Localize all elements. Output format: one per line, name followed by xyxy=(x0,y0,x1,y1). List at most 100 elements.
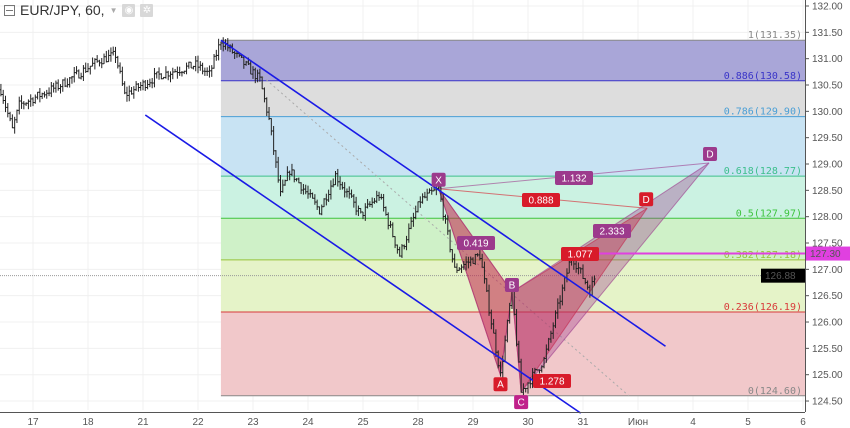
price-bar xyxy=(139,81,142,91)
price-bar xyxy=(359,207,362,214)
price-bar xyxy=(29,94,32,107)
price-bar xyxy=(398,246,401,257)
price-bar xyxy=(416,201,420,213)
price-bar xyxy=(556,298,559,319)
price-bar xyxy=(542,356,546,369)
dropdown-arrow-icon[interactable]: ▼ xyxy=(109,5,118,15)
price-bar xyxy=(155,71,158,79)
price-bar xyxy=(519,358,523,393)
x-tick-label: 17 xyxy=(27,417,39,428)
alert-price-tag-bg xyxy=(806,246,850,261)
price-bar xyxy=(267,106,271,121)
price-bar xyxy=(517,340,521,363)
price-bar xyxy=(295,178,298,182)
price-bar xyxy=(497,350,500,369)
price-bar xyxy=(302,184,305,195)
price-bar xyxy=(272,125,275,155)
price-bar xyxy=(84,62,87,73)
ratio-bd-red-label: 1.077 xyxy=(567,250,592,261)
price-bar xyxy=(478,250,482,261)
price-bar xyxy=(476,253,479,257)
price-bar xyxy=(91,57,94,67)
price-bar xyxy=(421,193,424,204)
price-bar xyxy=(212,54,216,69)
price-bar xyxy=(409,216,413,230)
price-bar xyxy=(93,58,97,70)
price-bar xyxy=(329,180,333,200)
x-tick-label: 5 xyxy=(745,417,751,428)
price-bar xyxy=(334,171,337,186)
price-bar xyxy=(20,95,23,109)
price-bar xyxy=(89,65,92,75)
price-bar xyxy=(270,118,273,136)
price-bar xyxy=(451,249,454,263)
fib-level-label: 0.886(130.58) xyxy=(724,71,802,82)
price-bar xyxy=(389,220,392,228)
price-bar xyxy=(187,61,191,69)
price-bar xyxy=(483,261,486,284)
price-bar xyxy=(327,189,330,202)
point-a-label: A xyxy=(497,380,504,391)
price-bar xyxy=(4,95,7,113)
price-bar xyxy=(208,65,211,78)
symbol-label[interactable]: EUR/JPY, 60, xyxy=(20,2,105,18)
ratio-bd-purple-label-bg xyxy=(593,224,631,238)
price-bar xyxy=(86,63,90,73)
price-bar xyxy=(471,257,475,264)
ratio-xd-purple-label-bg xyxy=(555,171,593,185)
price-bar xyxy=(34,94,37,104)
price-bar xyxy=(293,169,296,183)
price-bar xyxy=(68,77,71,88)
price-bar xyxy=(535,369,539,371)
price-bar xyxy=(185,62,188,75)
price-bar xyxy=(100,58,103,69)
point-a-label-bg xyxy=(493,377,508,392)
eye-icon[interactable]: ◉ xyxy=(122,3,136,17)
price-bar xyxy=(464,256,468,271)
price-bar xyxy=(352,194,356,208)
chart-header: EUR/JPY, 60, ▼ ◉ ✲ xyxy=(4,2,154,18)
price-bar xyxy=(150,77,154,89)
y-tick-label: 129.00 xyxy=(812,160,843,171)
price-bar xyxy=(281,179,284,193)
price-bar xyxy=(423,191,427,199)
price-bar xyxy=(194,56,197,72)
price-bar xyxy=(425,188,429,201)
price-bar xyxy=(105,50,108,63)
price-bar xyxy=(244,60,248,66)
price-bar xyxy=(414,205,417,220)
price-bar xyxy=(22,101,26,110)
price-bar xyxy=(364,203,367,221)
price-bar xyxy=(199,61,202,71)
price-bar xyxy=(554,310,557,329)
price-bar xyxy=(524,387,527,393)
alert-price-tag: 127.30 xyxy=(810,249,841,260)
price-bar xyxy=(178,66,181,76)
price-bar xyxy=(215,49,218,61)
price-bar xyxy=(219,41,223,50)
fib-level-label: 0.618(128.77) xyxy=(724,166,802,177)
price-bar xyxy=(322,198,326,208)
collapse-icon[interactable] xyxy=(4,4,15,16)
price-bar xyxy=(297,177,301,184)
price-bar xyxy=(233,51,236,60)
fib-band xyxy=(220,312,805,396)
price-bar xyxy=(286,166,289,182)
price-bar xyxy=(487,284,491,316)
point-c-label: C xyxy=(518,398,525,409)
price-bar xyxy=(70,75,74,84)
price-bar xyxy=(494,329,498,357)
price-bar xyxy=(375,190,378,204)
price-bar xyxy=(6,103,9,118)
price-bar xyxy=(467,256,470,269)
gear-icon[interactable]: ✲ xyxy=(140,3,154,17)
fib-band xyxy=(220,176,805,219)
price-bar xyxy=(366,198,369,209)
ratio-xd-purple-label: 1.132 xyxy=(561,174,586,185)
price-bar xyxy=(552,322,555,339)
price-bar xyxy=(148,78,152,88)
price-axis xyxy=(805,0,850,428)
y-tick-label: 131.50 xyxy=(812,28,843,39)
price-bar xyxy=(24,102,28,106)
